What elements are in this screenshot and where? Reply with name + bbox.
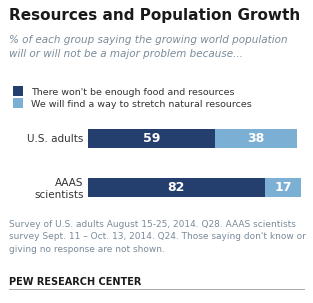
Bar [265, 178, 301, 197]
Text: Resources and Population Growth: Resources and Population Growth [9, 8, 301, 23]
Text: 38: 38 [248, 132, 265, 145]
Text: 17: 17 [274, 181, 292, 194]
Bar [215, 129, 297, 148]
Text: 59: 59 [143, 132, 160, 145]
Text: We will find a way to stretch natural resources: We will find a way to stretch natural re… [31, 100, 252, 109]
Text: PEW RESEARCH CENTER: PEW RESEARCH CENTER [9, 277, 142, 287]
Text: 82: 82 [167, 181, 185, 194]
Text: There won't be enough food and resources: There won't be enough food and resources [31, 88, 235, 97]
Text: Survey of U.S. adults August 15-25, 2014. Q28. AAAS scientists
survey Sept. 11 –: Survey of U.S. adults August 15-25, 2014… [9, 220, 306, 254]
Bar [88, 129, 215, 148]
Text: % of each group saying the growing world population
will or will not be a major : % of each group saying the growing world… [9, 35, 288, 59]
Bar [88, 178, 265, 197]
